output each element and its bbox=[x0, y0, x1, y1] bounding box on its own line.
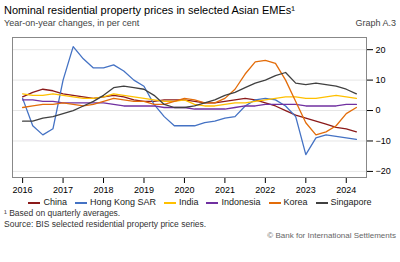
svg-text:2019: 2019 bbox=[134, 185, 154, 195]
svg-text:20: 20 bbox=[376, 45, 386, 55]
svg-text:0: 0 bbox=[376, 105, 381, 115]
html-text:Source: BIS selected residenti: Source: BIS selected residential propert… bbox=[4, 219, 207, 229]
html-text:India: India bbox=[179, 197, 199, 207]
svg-text:10: 10 bbox=[376, 75, 386, 85]
svg-text:2017: 2017 bbox=[53, 185, 73, 195]
html-text:Nominal residential property p: Nominal residential property prices in s… bbox=[4, 4, 295, 16]
svg-text:2023: 2023 bbox=[296, 185, 316, 195]
svg-text:−10: −10 bbox=[376, 136, 391, 146]
html-text:Year-on-year changes, in per c: Year-on-year changes, in per cent bbox=[4, 18, 140, 28]
html-text:Indonesia: Indonesia bbox=[221, 197, 261, 207]
html-text:Graph A.3: Graph A.3 bbox=[355, 18, 396, 28]
html-text:Korea: Korea bbox=[283, 197, 308, 207]
html-text:Hong Kong SAR: Hong Kong SAR bbox=[89, 197, 156, 207]
svg-text:2016: 2016 bbox=[13, 185, 33, 195]
svg-text:2020: 2020 bbox=[174, 185, 194, 195]
html-text:© Bank for International Settl: © Bank for International Settlements bbox=[267, 231, 396, 240]
html-text:¹ Based on quarterly averages.: ¹ Based on quarterly averages. bbox=[4, 208, 121, 218]
svg-text:2024: 2024 bbox=[336, 185, 356, 195]
svg-text:2021: 2021 bbox=[215, 185, 235, 195]
svg-text:−20: −20 bbox=[376, 166, 391, 176]
html-text:China: China bbox=[43, 197, 67, 207]
svg-text:2018: 2018 bbox=[94, 185, 114, 195]
html-text:Singapore: Singapore bbox=[330, 197, 372, 207]
svg-text:2022: 2022 bbox=[255, 185, 275, 195]
